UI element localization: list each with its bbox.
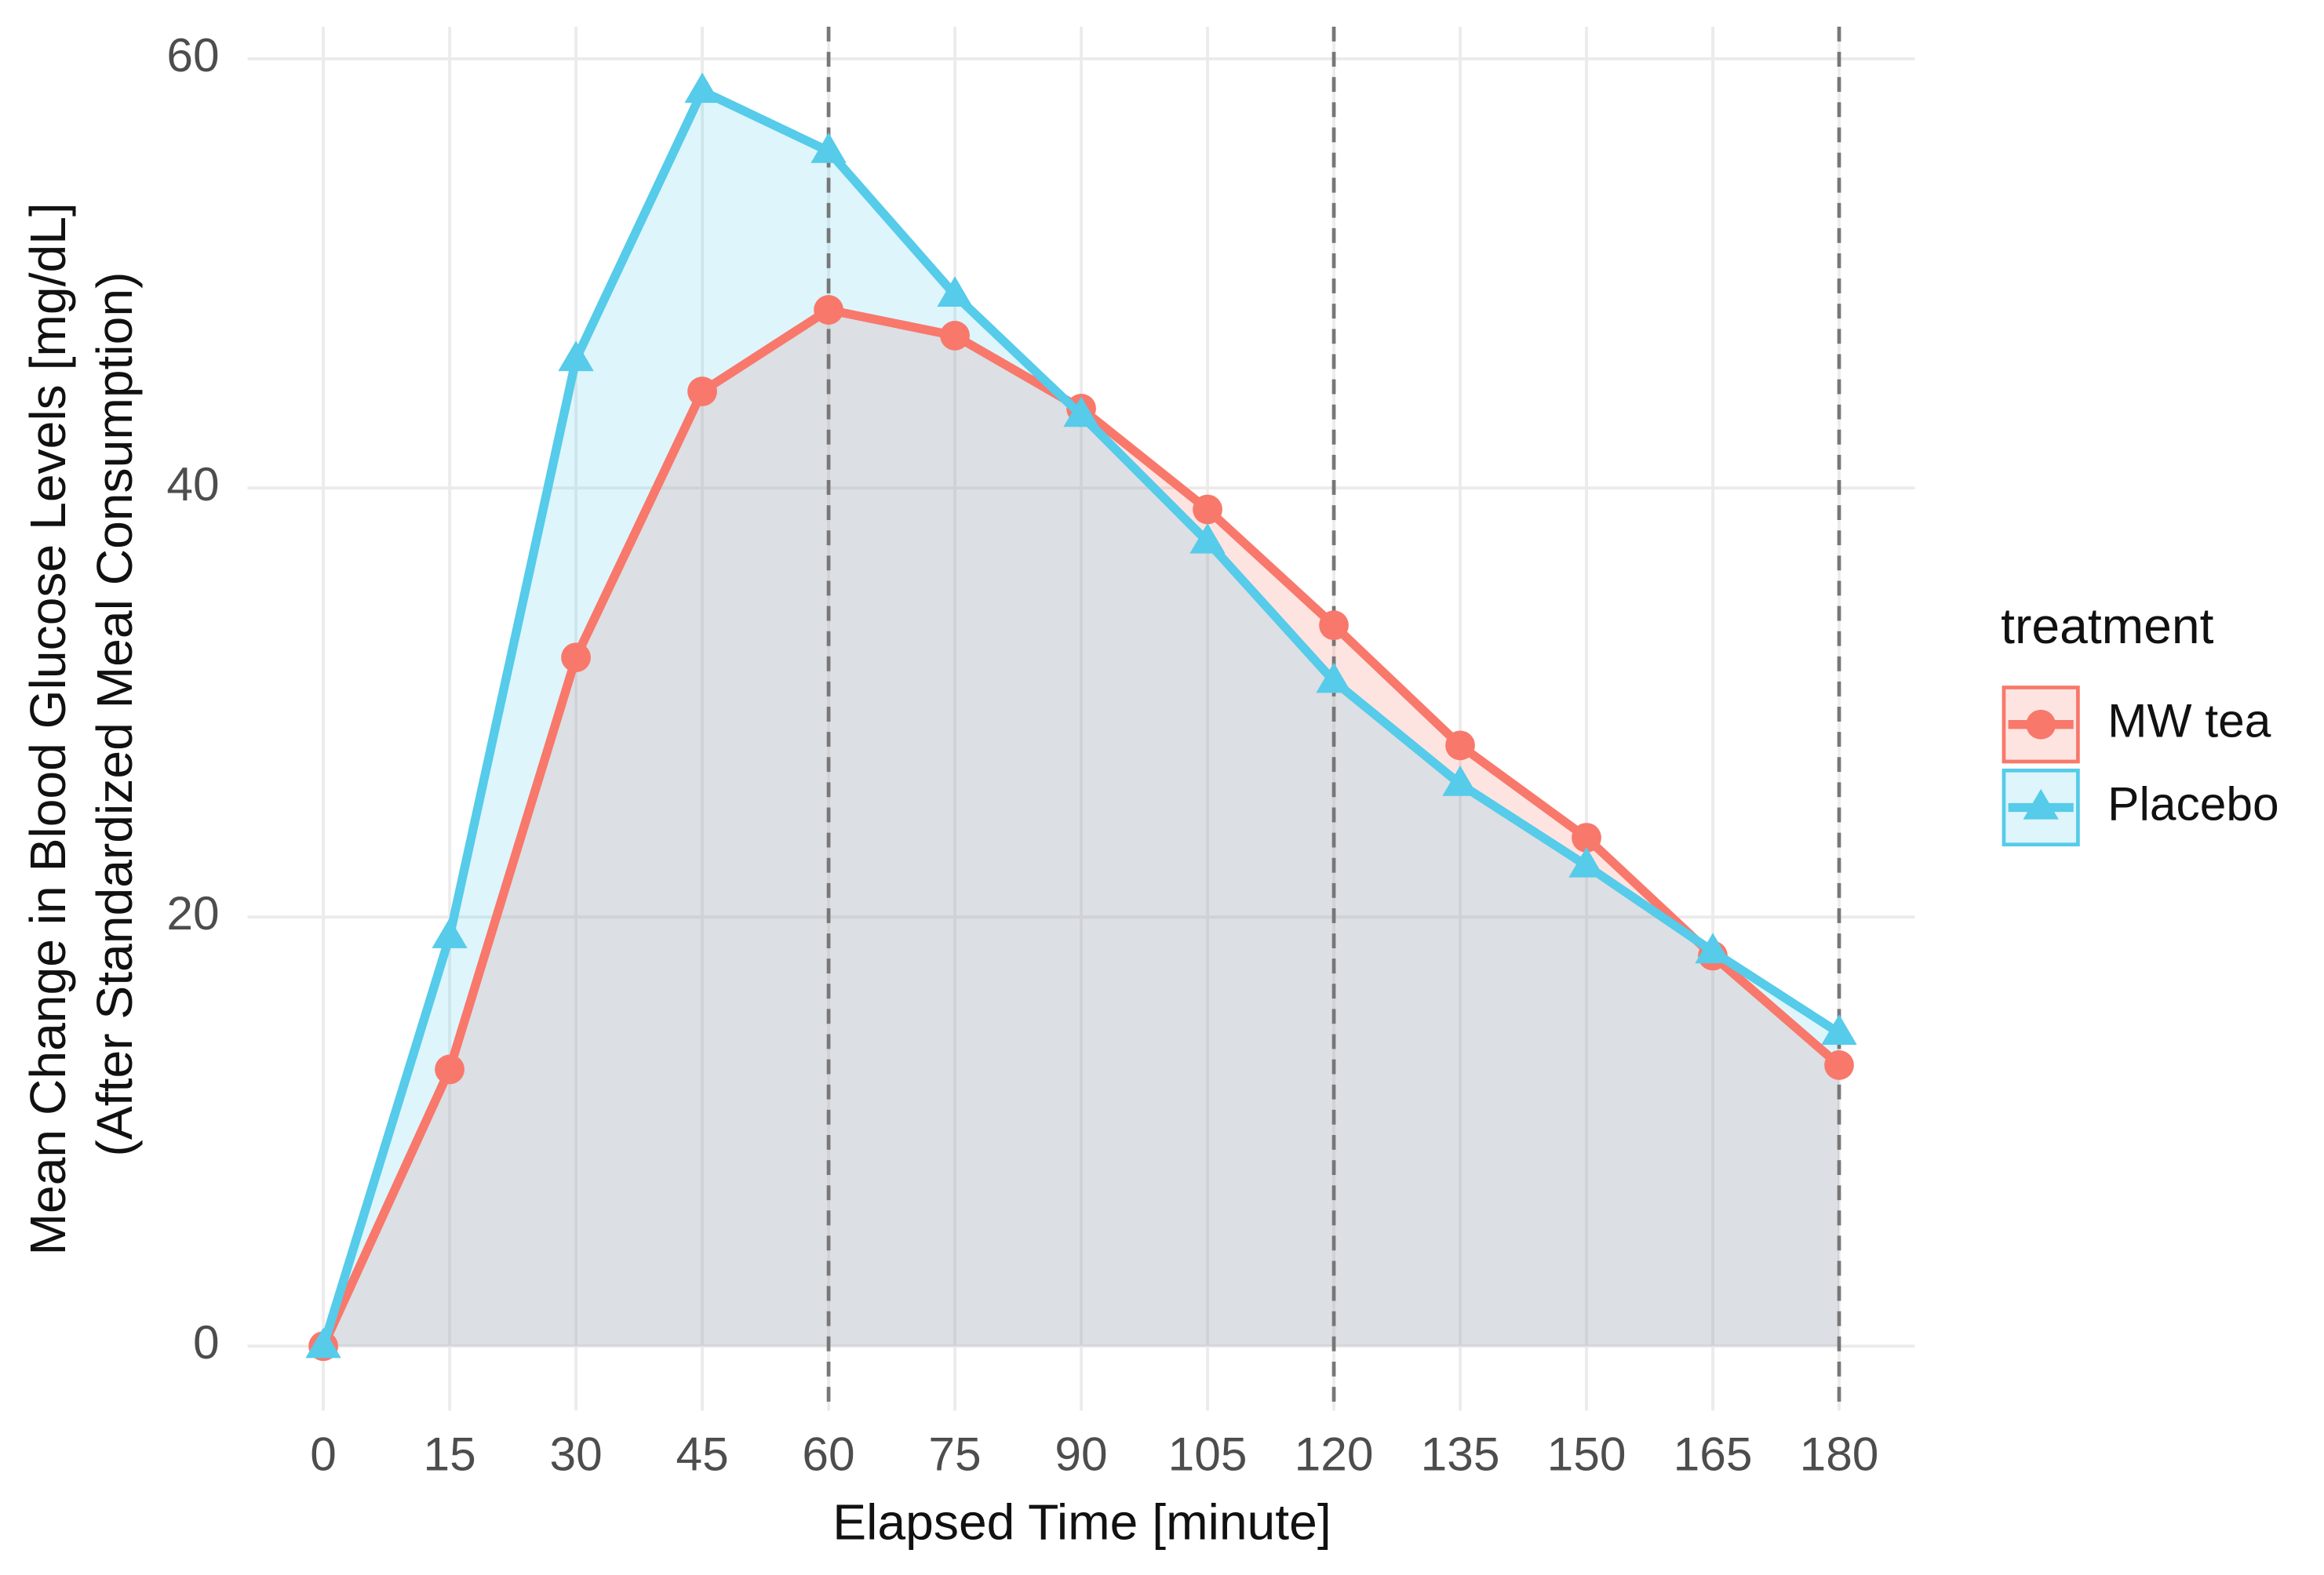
- x-tick-label: 165: [1674, 1428, 1753, 1481]
- x-axis-title: Elapsed Time [minute]: [832, 1494, 1331, 1551]
- point: [684, 72, 720, 104]
- point: [810, 133, 847, 163]
- x-tick-label: 180: [1800, 1428, 1879, 1481]
- point: [1316, 662, 1352, 693]
- x-tick-label: 90: [1055, 1428, 1107, 1481]
- point: [1824, 1050, 1854, 1080]
- point: [558, 340, 594, 372]
- point: [1572, 823, 1601, 853]
- y-tick-label: 0: [193, 1315, 220, 1369]
- y-tick-label: 20: [166, 886, 219, 940]
- point: [937, 276, 973, 307]
- x-tick-label: 105: [1168, 1428, 1248, 1481]
- point: [1568, 846, 1605, 878]
- x-tick-label: 30: [549, 1428, 602, 1481]
- point: [1821, 1014, 1857, 1046]
- point: [432, 918, 468, 948]
- legend-label: MW tea: [2107, 694, 2271, 747]
- x-tick-label: 60: [802, 1428, 854, 1481]
- y-tick-label: 40: [166, 457, 219, 511]
- legend-label: Placebo: [2107, 777, 2278, 830]
- x-tick-label: 45: [676, 1428, 728, 1481]
- point: [1193, 494, 1222, 525]
- point: [561, 642, 591, 673]
- y-tick-label: 60: [166, 28, 219, 82]
- point: [814, 295, 843, 325]
- x-tick-label: 0: [310, 1428, 337, 1481]
- point: [1695, 933, 1731, 964]
- y-axis-title: Mean Change in Blood Glucose Levels [mg/…: [20, 202, 76, 1255]
- point: [435, 1054, 464, 1085]
- x-tick-label: 120: [1295, 1428, 1374, 1481]
- x-tick-label: 75: [928, 1428, 981, 1481]
- point: [1063, 396, 1099, 427]
- legend-title: treatment: [2001, 598, 2213, 654]
- x-tick-label: 150: [1547, 1428, 1626, 1481]
- legend-marker: [2026, 709, 2056, 740]
- y-axis-title: (After Standardized Meal Consumption): [86, 272, 143, 1157]
- point: [305, 1327, 341, 1359]
- x-tick-label: 15: [423, 1428, 475, 1481]
- point: [940, 321, 970, 351]
- point: [1189, 522, 1226, 554]
- area: [323, 310, 1840, 1347]
- x-tick-label: 135: [1421, 1428, 1500, 1481]
- point: [1319, 610, 1349, 641]
- point: [1442, 765, 1478, 796]
- point: [1445, 730, 1475, 761]
- legend-marker: [2023, 788, 2059, 820]
- point: [687, 376, 717, 406]
